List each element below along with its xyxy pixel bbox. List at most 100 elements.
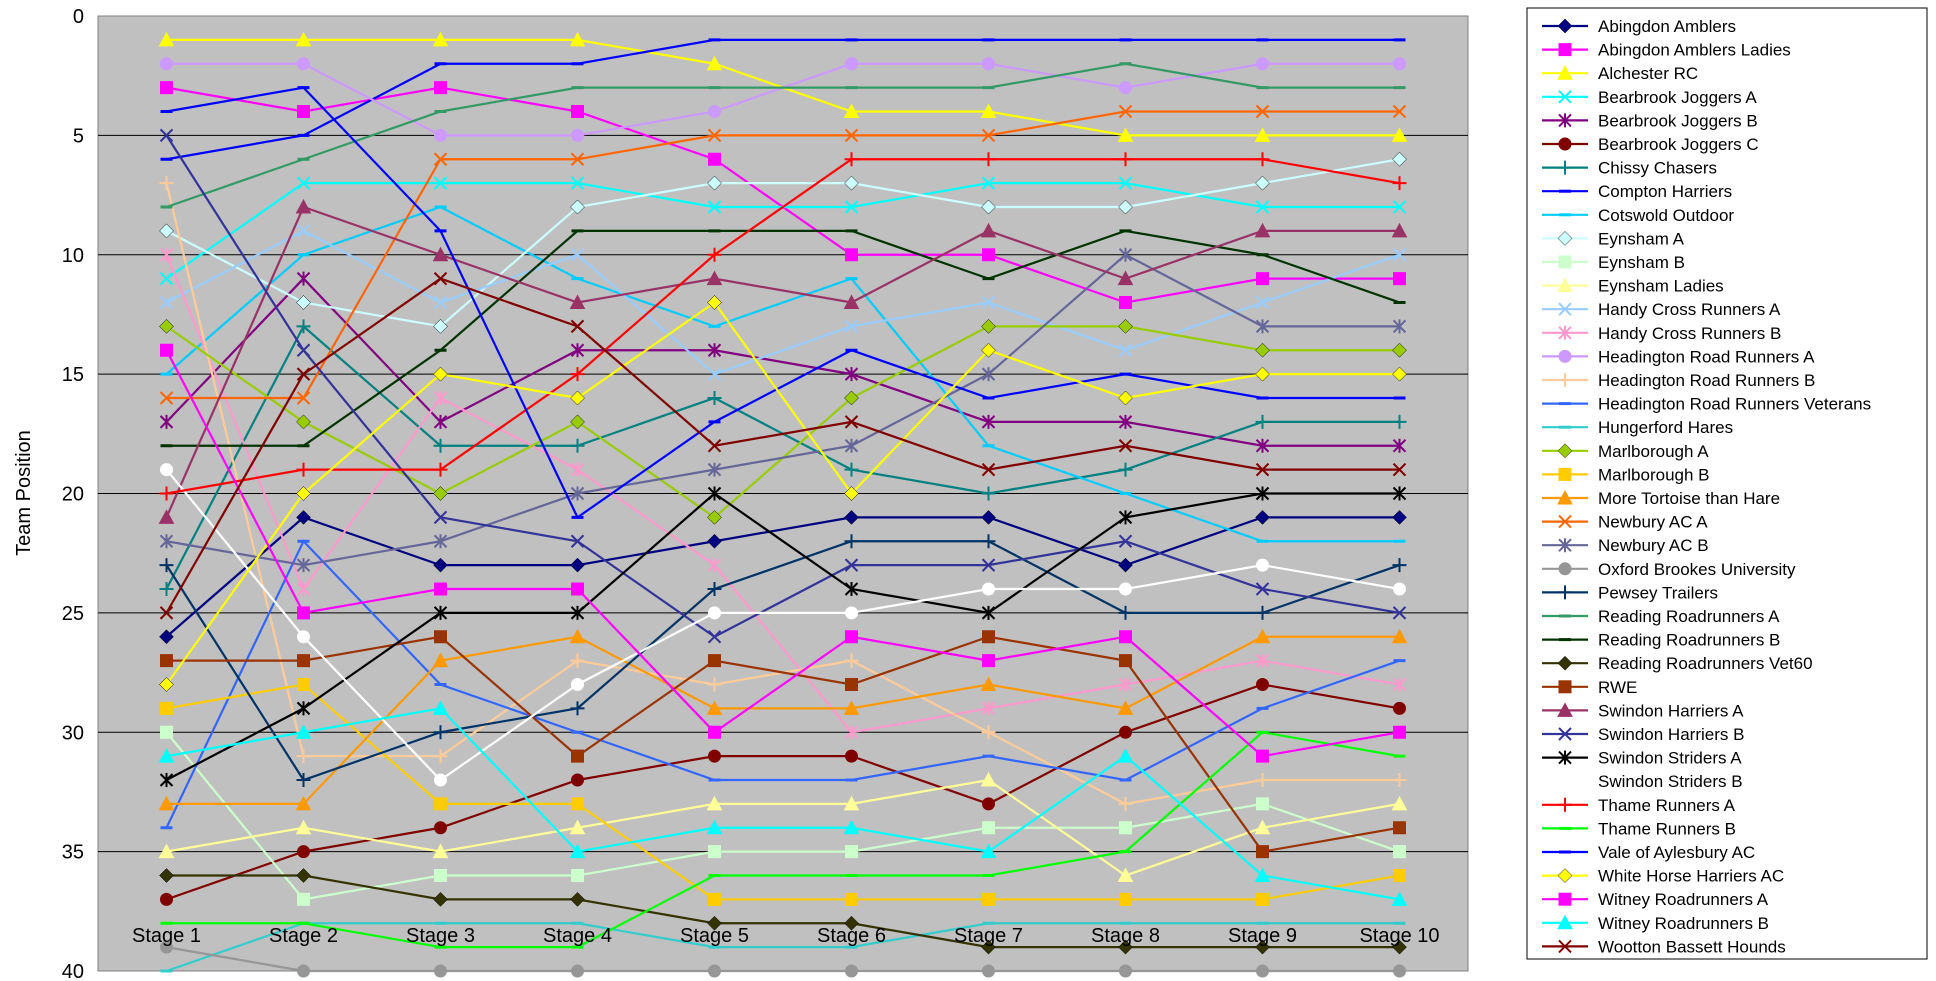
- data-point: [571, 128, 584, 142]
- data-point: [1256, 558, 1269, 572]
- y-axis-label: Team Position: [13, 430, 35, 556]
- data-point: [1557, 914, 1573, 930]
- data-point: [433, 510, 448, 525]
- data-point: [1558, 750, 1572, 765]
- data-point: [706, 819, 723, 835]
- data-point: [1254, 819, 1271, 835]
- data-point: [981, 414, 996, 429]
- series-line: [165, 277, 1400, 447]
- data-point: [433, 414, 448, 429]
- data-point: [1256, 678, 1269, 691]
- data-point: [296, 462, 311, 477]
- data-point: [297, 606, 310, 620]
- series-lines: [158, 31, 1408, 978]
- data-point: [432, 31, 449, 47]
- data-point: [1255, 366, 1270, 382]
- data-point: [981, 342, 996, 358]
- data-point: [707, 295, 722, 310]
- data-point: [1254, 127, 1271, 142]
- y-tick-label: 35: [62, 842, 84, 864]
- data-point: [1557, 277, 1573, 293]
- data-point: [433, 319, 448, 334]
- data-point: [433, 605, 448, 620]
- data-point: [707, 175, 722, 191]
- data-point: [1117, 127, 1134, 142]
- data-point: [1254, 628, 1271, 644]
- data-point: [1118, 605, 1133, 620]
- data-point: [706, 55, 723, 71]
- data-point: [295, 198, 312, 214]
- legend-item: More Tortoise than Hare: [1542, 489, 1780, 508]
- data-point: [433, 486, 448, 501]
- series-line: [166, 874, 1400, 949]
- data-point: [982, 582, 995, 596]
- data-point: [1557, 231, 1573, 246]
- data-point: [1119, 654, 1132, 668]
- data-point: [569, 628, 586, 644]
- data-point: [1255, 438, 1270, 453]
- data-point: [980, 103, 997, 118]
- data-point: [707, 200, 722, 214]
- legend-label: Thame Runners A: [1598, 796, 1736, 815]
- data-point: [981, 558, 996, 572]
- series-line: [165, 468, 1400, 782]
- data-point: [1118, 534, 1133, 548]
- x-tick-label: Stage 5: [680, 925, 749, 947]
- data-point: [159, 629, 174, 645]
- data-point: [1392, 151, 1407, 167]
- legend-item: Chissy Chasers: [1542, 159, 1717, 178]
- data-point: [707, 247, 722, 262]
- data-point: [845, 606, 858, 620]
- series-line: [165, 540, 1400, 782]
- data-point: [570, 605, 585, 620]
- data-point: [844, 558, 859, 572]
- data-point: [434, 128, 447, 142]
- data-point: [296, 486, 311, 501]
- data-point: [295, 795, 312, 811]
- legend-item: Bearbrook Joggers C: [1542, 135, 1759, 154]
- data-point: [981, 462, 996, 477]
- data-point: [1392, 200, 1407, 214]
- legend-label: Abingdon Amblers Ladies: [1598, 41, 1791, 60]
- series-line: [165, 229, 1400, 376]
- data-point: [1558, 727, 1572, 741]
- data-point: [159, 534, 174, 549]
- series-line: [166, 62, 1400, 209]
- data-point: [1558, 514, 1572, 529]
- data-point: [158, 748, 175, 763]
- data-point: [159, 582, 174, 596]
- data-point: [981, 367, 996, 382]
- data-point: [1392, 366, 1407, 382]
- data-point: [159, 606, 174, 620]
- data-point: [1558, 538, 1572, 553]
- y-tick-label: 10: [62, 245, 84, 267]
- x-tick-label: Stage 6: [817, 925, 886, 947]
- data-point: [433, 534, 448, 549]
- data-point: [1119, 630, 1132, 644]
- data-point: [433, 725, 448, 740]
- data-point: [434, 821, 447, 835]
- legend-label: Swindon Striders A: [1598, 749, 1742, 768]
- data-point: [1392, 486, 1407, 501]
- legend-label: Swindon Harriers B: [1598, 725, 1744, 744]
- series-line: [165, 349, 1400, 758]
- data-point: [1119, 821, 1132, 835]
- data-point: [1558, 797, 1572, 812]
- data-point: [981, 510, 996, 525]
- data-point: [159, 223, 174, 239]
- y-tick-label: 25: [62, 603, 84, 625]
- data-point: [1557, 655, 1573, 671]
- data-point: [707, 128, 722, 143]
- data-point: [433, 557, 448, 573]
- data-point: [571, 964, 584, 978]
- data-point: [708, 845, 721, 859]
- series-swindon-striders-b: [160, 463, 1406, 787]
- series-line: [166, 635, 1400, 805]
- data-point: [434, 773, 447, 787]
- data-point: [706, 700, 723, 715]
- legend-item: Abingdon Amblers: [1542, 17, 1736, 36]
- data-point: [1119, 81, 1132, 95]
- data-point: [844, 438, 859, 453]
- data-point: [1393, 701, 1406, 715]
